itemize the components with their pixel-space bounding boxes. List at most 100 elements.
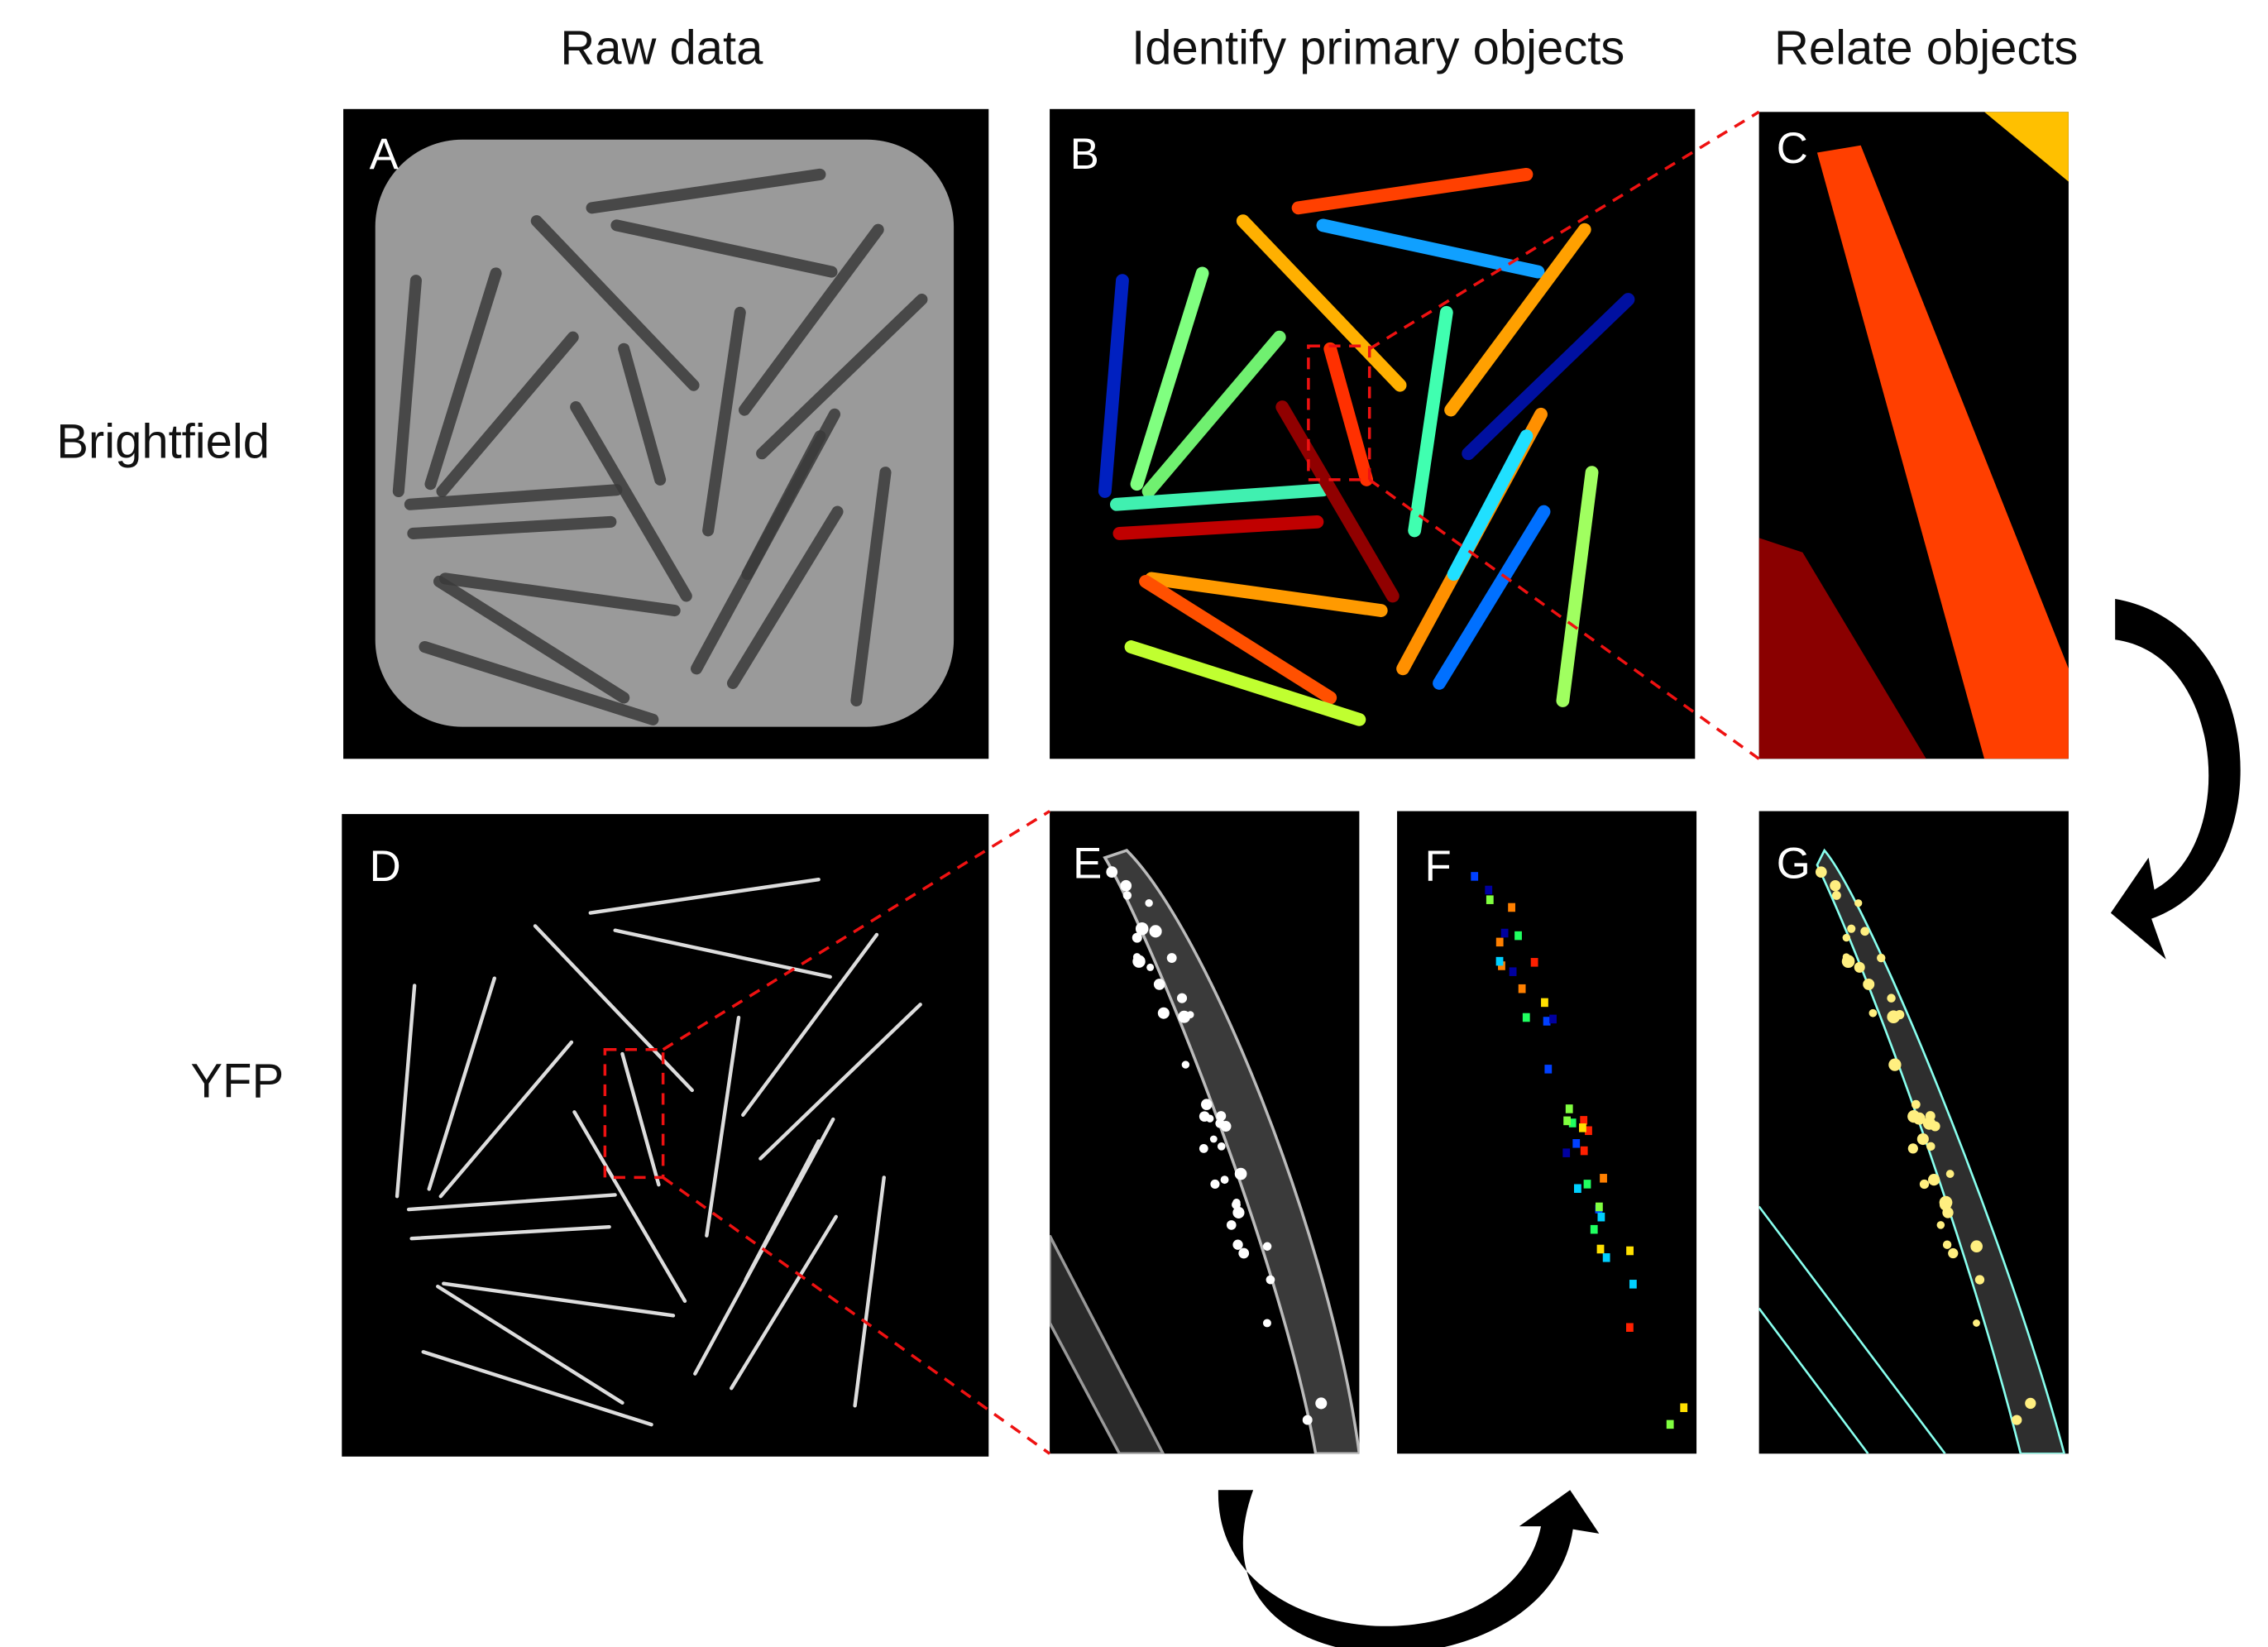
worm-mask [1139,575,1337,705]
punctum [1215,1118,1225,1128]
worm [439,572,681,617]
plate [375,139,955,727]
punctum [1842,933,1851,942]
punctum [1176,993,1188,1003]
punctum [1518,984,1526,993]
panel-label: D [370,842,401,891]
punctum [1226,1220,1237,1230]
worm [705,1015,741,1238]
punctum [1626,1323,1634,1332]
punctum [1562,1148,1571,1157]
punctum [1948,1247,1959,1259]
punctum [1471,872,1479,881]
punctum [1936,1221,1945,1229]
worm [395,984,417,1199]
worm-mask [1130,266,1209,491]
punctum [1209,1135,1218,1143]
punctum [1907,1143,1918,1154]
punctum [1831,890,1841,900]
punctum [1854,899,1863,907]
punctum [1498,961,1505,970]
punctum [1166,953,1177,964]
worm-mask [1444,223,1591,417]
punctum [1122,891,1132,900]
punctum [1157,1007,1170,1019]
worm [853,1175,886,1408]
worm [610,219,838,278]
punctum [1626,1246,1634,1256]
worm [421,1350,653,1427]
punctum [1220,1175,1229,1185]
worm [572,1110,687,1303]
punctum [1217,1142,1226,1151]
worm-mask [1098,274,1129,498]
worm-mask [1124,640,1366,726]
punctum [1868,1008,1878,1017]
punctum [1234,1167,1247,1180]
punctum [1974,1275,1985,1285]
punctum [1860,926,1869,936]
punctum [1919,1179,1930,1190]
worm-mask [1145,572,1388,617]
worm [620,1051,661,1187]
punctum [1887,993,1896,1003]
arrow [2110,599,2241,960]
punctum [1549,1014,1557,1024]
worm [419,640,659,725]
worm [436,331,579,497]
punctum [1590,1224,1598,1234]
worm [407,515,617,539]
punctum [1563,1116,1572,1126]
worm-mask [1291,167,1534,215]
zoom-g [1758,848,2066,1454]
row-label: YFP [190,1056,284,1108]
punctum [2012,1415,2022,1425]
punctum [1262,1319,1271,1328]
column-header: Relate objects [1774,22,2078,74]
punctum [1815,866,1827,879]
punctum [1629,1280,1637,1289]
punctum [1894,1009,1905,1020]
worm-mask [1433,505,1551,690]
worm-mask [1141,330,1286,498]
punctum [1106,866,1118,879]
punctum [1262,1242,1272,1251]
punctum [1863,978,1875,990]
punctum [1854,961,1865,973]
punctum [1522,1013,1530,1022]
worm [758,1003,922,1161]
worm [530,215,700,391]
worm-mask [1323,342,1374,486]
panel-label: E [1073,839,1102,888]
panel-f [1397,811,1697,1454]
panel-label: F [1424,842,1451,891]
punctum [1583,1180,1591,1189]
punctum [1149,925,1162,938]
punctum [1939,1195,1953,1209]
punctum [1486,895,1494,904]
panel-label: G [1777,839,1811,888]
punctum [1232,1239,1243,1250]
zoom-c [1758,112,2069,759]
punctum [1508,902,1515,912]
punctum [1266,1275,1275,1285]
worm [756,293,928,460]
punctum [1495,956,1504,966]
punctum [1315,1397,1328,1410]
punctum [1597,1212,1605,1222]
punctum [1926,1142,1935,1151]
worm [427,976,496,1191]
punctum [1942,1240,1952,1249]
punctum [1596,1244,1605,1254]
punctum [1572,1139,1581,1148]
worm-mask [1236,214,1407,392]
worm-mask [1462,293,1635,461]
worm-mask [1112,515,1324,540]
panel-label: A [370,130,400,179]
punctum [1210,1179,1220,1189]
punctum [1135,922,1149,936]
punctum [1565,1104,1573,1113]
punctum [1907,1110,1921,1123]
punctum [1579,1123,1586,1132]
